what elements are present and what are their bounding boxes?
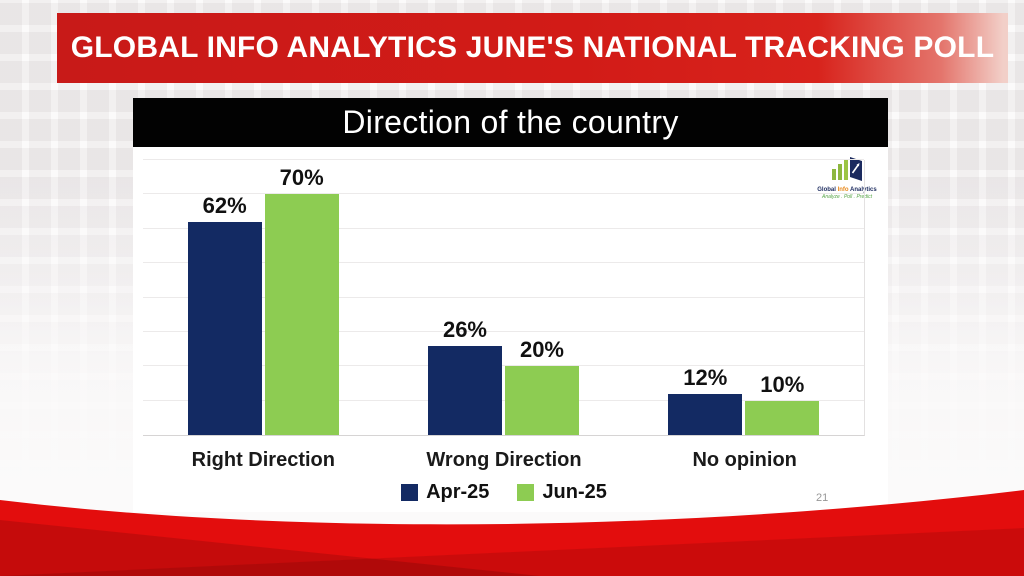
bar-value-label: 70% bbox=[279, 165, 324, 191]
bar-value-label: 62% bbox=[202, 192, 247, 218]
gridline bbox=[143, 296, 864, 298]
chart-title-bar: Direction of the country bbox=[133, 98, 888, 147]
logo-name: Global Info Analytics bbox=[809, 187, 885, 194]
legend-swatch bbox=[401, 484, 419, 501]
footer-red-wave bbox=[0, 490, 1024, 576]
logo-word-info: Info bbox=[837, 187, 849, 193]
bar-group: 12% 10% bbox=[624, 160, 864, 435]
chart-legend: Apr-25 Jun-25 bbox=[143, 481, 865, 504]
logo-tagline: Analyze . Poll . Predict bbox=[821, 194, 873, 200]
bar-jun-25: 20% bbox=[504, 337, 579, 435]
bar-value-label: 20% bbox=[519, 337, 565, 363]
category-label: Right Direction bbox=[191, 449, 335, 471]
bar-value-label: 26% bbox=[442, 316, 488, 342]
legend-item-jun-25: Jun-25 bbox=[517, 481, 607, 504]
logo: Global Info Analytics Analyze . Poll . P… bbox=[809, 156, 885, 200]
bar-apr-25: 62% bbox=[187, 193, 262, 435]
category-label: Wrong Direction bbox=[426, 449, 582, 471]
bar-group: 26% 20% bbox=[383, 160, 623, 435]
bar-apr-25: 26% bbox=[427, 317, 502, 435]
logo-word-analytics: Analytics bbox=[850, 187, 877, 193]
gridline bbox=[143, 227, 864, 229]
gridline bbox=[143, 193, 864, 195]
legend-item-apr-25: Apr-25 bbox=[401, 481, 489, 504]
bar-value-label: 12% bbox=[683, 364, 728, 390]
bar-chart-plot: 62% 70% 26% 20% 12% 10% bbox=[143, 159, 865, 436]
bar-group: 62% 70% bbox=[143, 160, 383, 435]
legend-swatch bbox=[517, 484, 535, 501]
header-banner: GLOBAL INFO ANALYTICS JUNE'S NATIONAL TR… bbox=[57, 13, 1008, 83]
bar-chart-logo-icon bbox=[832, 157, 862, 181]
category-axis: Right Direction Wrong Direction No opinion bbox=[143, 449, 865, 472]
gridline bbox=[143, 159, 864, 160]
banner-title: GLOBAL INFO ANALYTICS JUNE'S NATIONAL TR… bbox=[70, 31, 995, 64]
chart-title: Direction of the country bbox=[342, 104, 679, 140]
legend-label: Apr-25 bbox=[426, 481, 490, 503]
logo-word-global: Global bbox=[817, 187, 836, 193]
bar-apr-25: 12% bbox=[668, 365, 743, 435]
category-label: No opinion bbox=[692, 449, 797, 471]
bar-value-label: 10% bbox=[760, 371, 805, 397]
bar-jun-25: 70% bbox=[264, 165, 339, 435]
gridline bbox=[143, 330, 864, 332]
bar-jun-25: 10% bbox=[745, 372, 820, 435]
gridline bbox=[143, 399, 864, 401]
chart-card: Direction of the country Global Info Ana… bbox=[133, 98, 888, 512]
gridline bbox=[143, 262, 864, 264]
gridline bbox=[143, 365, 864, 367]
legend-label: Jun-25 bbox=[542, 481, 607, 503]
page-number: 21 bbox=[816, 492, 829, 504]
